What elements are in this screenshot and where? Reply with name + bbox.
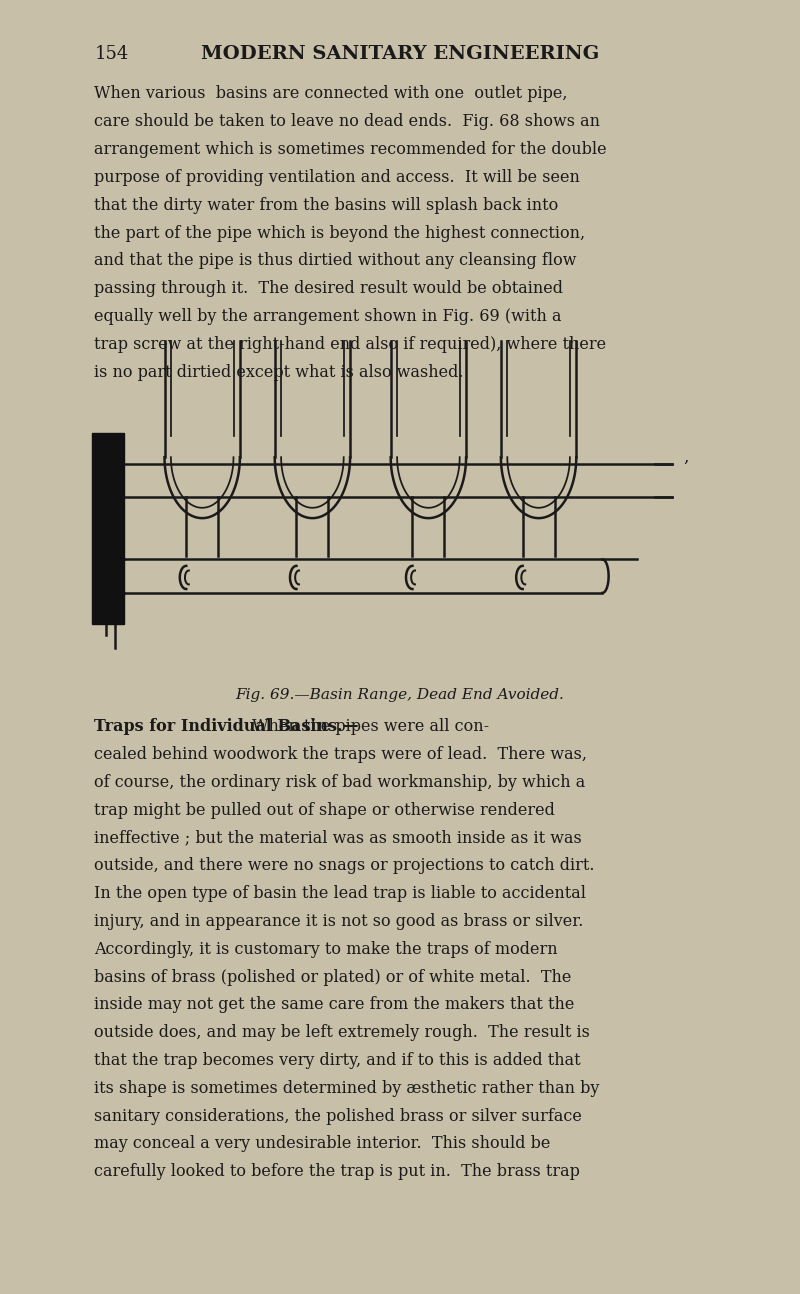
Text: outside, and there were no snags or projections to catch dirt.: outside, and there were no snags or proj… (94, 857, 595, 875)
Text: ineffective ; but the material was as smooth inside as it was: ineffective ; but the material was as sm… (94, 829, 582, 846)
Text: ,: , (683, 449, 689, 466)
Text: trap might be pulled out of shape or otherwise rendered: trap might be pulled out of shape or oth… (94, 801, 555, 819)
Text: of course, the ordinary risk of bad workmanship, by which a: of course, the ordinary risk of bad work… (94, 774, 586, 791)
Text: purpose of providing ventilation and access.  It will be seen: purpose of providing ventilation and acc… (94, 168, 580, 186)
Text: Traps for Individual Basins.—: Traps for Individual Basins.— (94, 718, 359, 735)
Text: the part of the pipe which is beyond the highest connection,: the part of the pipe which is beyond the… (94, 225, 586, 242)
Text: Accordingly, it is customary to make the traps of modern: Accordingly, it is customary to make the… (94, 941, 558, 958)
Text: When the pipes were all con-: When the pipes were all con- (252, 718, 490, 735)
Text: Fig. 69.—Basin Range, Dead End Avoided.: Fig. 69.—Basin Range, Dead End Avoided. (235, 688, 565, 703)
Text: and that the pipe is thus dirtied without any cleansing flow: and that the pipe is thus dirtied withou… (94, 252, 577, 269)
Text: When various  basins are connected with one  outlet pipe,: When various basins are connected with o… (94, 85, 568, 102)
Text: MODERN SANITARY ENGINEERING: MODERN SANITARY ENGINEERING (201, 45, 599, 63)
Text: that the dirty water from the basins will splash back into: that the dirty water from the basins wil… (94, 197, 558, 214)
Text: care should be taken to leave no dead ends.  Fig. 68 shows an: care should be taken to leave no dead en… (94, 113, 600, 131)
Text: sanitary considerations, the polished brass or silver surface: sanitary considerations, the polished br… (94, 1108, 582, 1124)
Text: 154: 154 (94, 45, 129, 63)
Text: In the open type of basin the lead trap is liable to accidental: In the open type of basin the lead trap … (94, 885, 586, 902)
Text: equally well by the arrangement shown in Fig. 69 (with a: equally well by the arrangement shown in… (94, 308, 562, 325)
Text: cealed behind woodwork the traps were of lead.  There was,: cealed behind woodwork the traps were of… (94, 745, 587, 763)
Text: carefully looked to before the trap is put in.  The brass trap: carefully looked to before the trap is p… (94, 1163, 580, 1180)
Text: its shape is sometimes determined by æsthetic rather than by: its shape is sometimes determined by æst… (94, 1079, 600, 1097)
Text: trap screw at the right-hand end also if required), where there: trap screw at the right-hand end also if… (94, 335, 606, 353)
Text: injury, and in appearance it is not so good as brass or silver.: injury, and in appearance it is not so g… (94, 914, 584, 930)
Text: is no part dirtied except what is also washed.: is no part dirtied except what is also w… (94, 364, 464, 380)
Text: outside does, and may be left extremely rough.  The result is: outside does, and may be left extremely … (94, 1025, 590, 1042)
Bar (92, 432, 124, 624)
Text: inside may not get the same care from the makers that the: inside may not get the same care from th… (94, 996, 574, 1013)
Text: basins of brass (polished or plated) or of white metal.  The: basins of brass (polished or plated) or … (94, 968, 572, 986)
Text: arrangement which is sometimes recommended for the double: arrangement which is sometimes recommend… (94, 141, 607, 158)
Text: that the trap becomes very dirty, and if to this is added that: that the trap becomes very dirty, and if… (94, 1052, 581, 1069)
Text: may conceal a very undesirable interior.  This should be: may conceal a very undesirable interior.… (94, 1136, 550, 1153)
Text: passing through it.  The desired result would be obtained: passing through it. The desired result w… (94, 280, 563, 298)
